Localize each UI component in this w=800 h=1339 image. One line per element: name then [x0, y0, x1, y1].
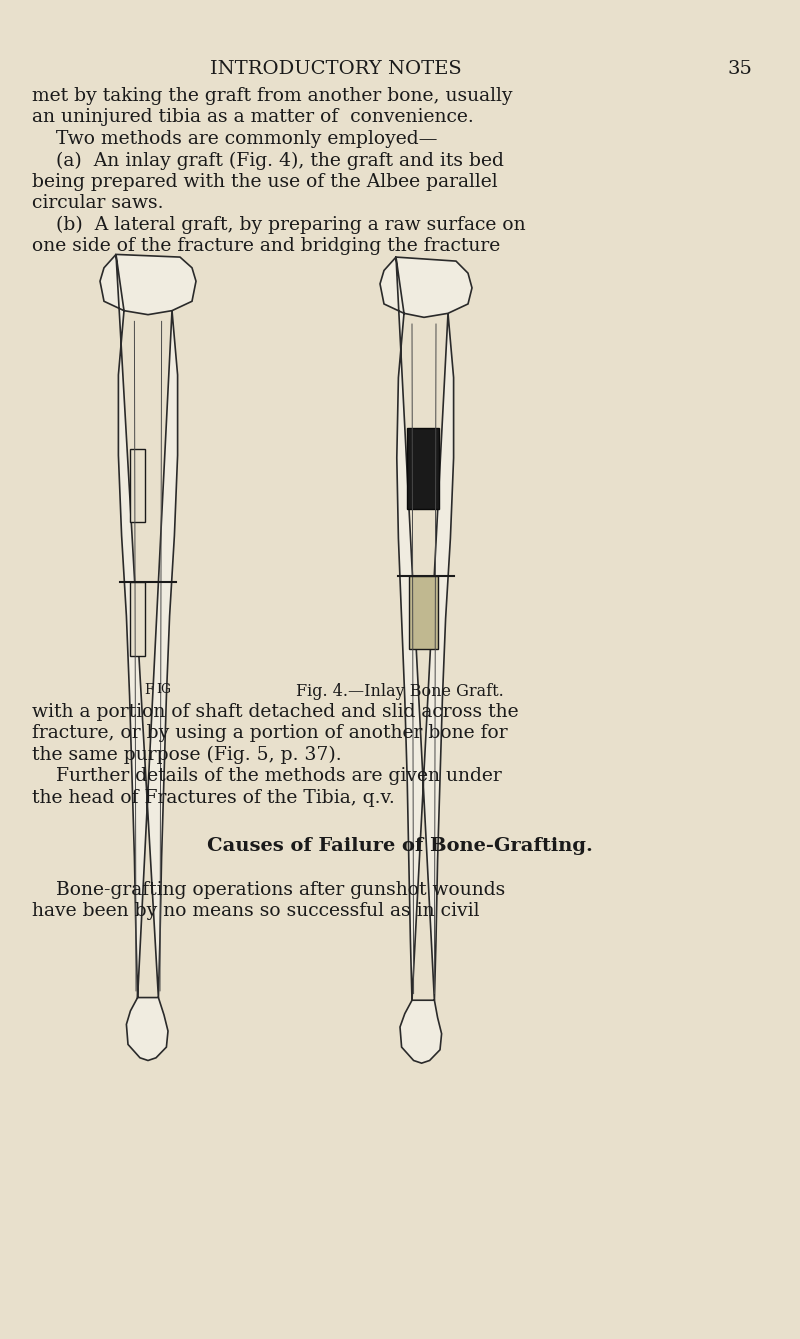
Polygon shape	[380, 257, 472, 1063]
Text: (a)  An inlay graft (Fig. 4), the graft and its bed: (a) An inlay graft (Fig. 4), the graft a…	[56, 151, 504, 170]
Text: Causes of Failure of Bone-Grafting.: Causes of Failure of Bone-Grafting.	[207, 837, 593, 854]
Text: an uninjured tibia as a matter of  convenience.: an uninjured tibia as a matter of conven…	[32, 108, 474, 126]
Text: fracture, or by using a portion of another bone for: fracture, or by using a portion of anoth…	[32, 724, 508, 742]
Text: one side of the fracture and bridging the fracture: one side of the fracture and bridging th…	[32, 237, 500, 254]
Text: F: F	[144, 683, 154, 696]
Text: the same purpose (Fig. 5, p. 37).: the same purpose (Fig. 5, p. 37).	[32, 746, 342, 765]
Text: Bone-grafting operations after gunshot wounds: Bone-grafting operations after gunshot w…	[56, 881, 506, 898]
Text: 35: 35	[727, 60, 752, 78]
Text: INTRODUCTORY NOTES: INTRODUCTORY NOTES	[210, 60, 462, 78]
Bar	[409, 576, 438, 649]
Bar	[130, 582, 145, 656]
Text: Fig. 4.—Inlay Bone Graft.: Fig. 4.—Inlay Bone Graft.	[296, 683, 504, 700]
Bar	[407, 428, 439, 509]
Text: have been by no means so successful as in civil: have been by no means so successful as i…	[32, 902, 479, 920]
Polygon shape	[100, 254, 196, 1060]
Text: the head of Fractures of the Tibia, q.v.: the head of Fractures of the Tibia, q.v.	[32, 789, 394, 806]
Bar	[130, 449, 145, 522]
Text: circular saws.: circular saws.	[32, 194, 163, 212]
Text: being prepared with the use of the Albee parallel: being prepared with the use of the Albee…	[32, 173, 498, 190]
Text: Two methods are commonly employed—: Two methods are commonly employed—	[56, 130, 438, 147]
Text: (b)  A lateral graft, by preparing a raw surface on: (b) A lateral graft, by preparing a raw …	[56, 216, 526, 234]
Text: met by taking the graft from another bone, usually: met by taking the graft from another bon…	[32, 87, 513, 104]
Text: with a portion of shaft detached and slid across the: with a portion of shaft detached and sli…	[32, 703, 518, 720]
Text: IG: IG	[156, 683, 171, 696]
Text: Further details of the methods are given under: Further details of the methods are given…	[56, 767, 502, 785]
